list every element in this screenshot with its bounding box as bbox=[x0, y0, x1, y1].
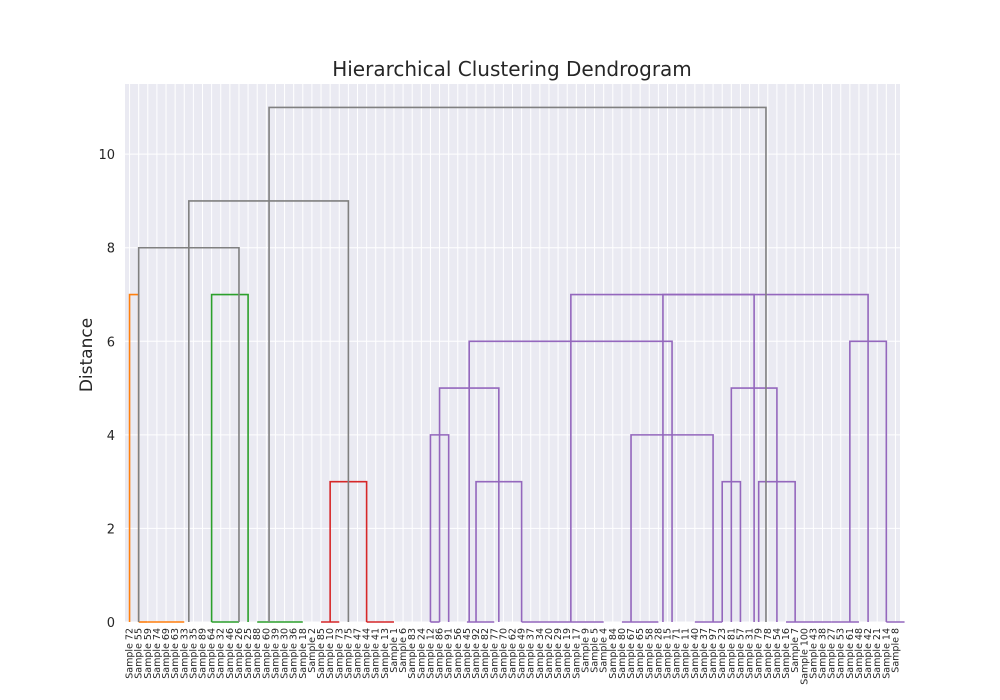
leaf-label: Sample 56 bbox=[453, 628, 464, 679]
leaf-label: Sample 89 bbox=[198, 628, 209, 679]
leaf-label: Sample 48 bbox=[854, 628, 865, 679]
chart-title: Hierarchical Clustering Dendrogram bbox=[332, 57, 692, 81]
leaf-label: Sample 60 bbox=[261, 628, 272, 679]
leaf-label: Sample 88 bbox=[252, 628, 263, 679]
leaf-label: Sample 27 bbox=[827, 628, 838, 679]
leaf-label: Sample 9 bbox=[580, 628, 591, 673]
leaf-label: Sample 85 bbox=[316, 628, 327, 679]
leaf-label: Sample 69 bbox=[161, 628, 172, 679]
leaf-label: Sample 23 bbox=[717, 628, 728, 679]
leaf-label: Sample 32 bbox=[216, 628, 227, 679]
dendrogram-link bbox=[210, 293, 249, 622]
leaf-label: Sample 25 bbox=[243, 628, 254, 679]
leaf-label: Sample 12 bbox=[425, 628, 436, 679]
leaf-label: Sample 40 bbox=[690, 628, 701, 679]
leaf-label: Sample 13 bbox=[380, 628, 391, 679]
leaf-label: Sample 26 bbox=[234, 628, 245, 679]
y-axis: 0 2 4 6 8 10 bbox=[98, 148, 115, 631]
leaf-label: Sample 81 bbox=[726, 628, 737, 679]
leaf-label: Sample 36 bbox=[289, 628, 300, 679]
leaf-label: Sample 20 bbox=[544, 628, 555, 679]
leaf-label: Sample 100 bbox=[799, 628, 810, 685]
leaf-label: Sample 17 bbox=[571, 628, 582, 679]
leaf-label: Sample 5 bbox=[590, 628, 601, 673]
y-tick-label: 0 bbox=[107, 616, 115, 631]
leaf-label: Sample 64 bbox=[207, 628, 218, 679]
leaf-label: Sample 4 bbox=[599, 628, 610, 673]
leaf-label: Sample 75 bbox=[343, 628, 354, 679]
leaf-label: Sample 46 bbox=[225, 628, 236, 679]
leaf-label: Sample 33 bbox=[179, 628, 190, 679]
leaf-label: Sample 57 bbox=[735, 628, 746, 679]
leaf-label: Sample 71 bbox=[672, 628, 683, 679]
leaf-label: Sample 6 bbox=[398, 628, 409, 673]
y-tick-label: 8 bbox=[107, 242, 115, 257]
leaf-label: Sample 97 bbox=[708, 628, 719, 679]
leaf-label: Sample 41 bbox=[371, 628, 382, 679]
leaf-label: Sample 11 bbox=[681, 628, 692, 679]
leaf-label: Sample 45 bbox=[462, 628, 473, 679]
leaf-label: Sample 74 bbox=[152, 628, 163, 679]
leaf-label: Sample 31 bbox=[745, 628, 756, 679]
leaf-label: Sample 54 bbox=[772, 628, 783, 679]
leaf-label: Sample 10 bbox=[325, 628, 336, 679]
leaf-label: Sample 82 bbox=[480, 628, 491, 679]
y-tick-label: 6 bbox=[107, 335, 115, 350]
leaf-label: Sample 78 bbox=[763, 628, 774, 679]
leaf-label: Sample 70 bbox=[498, 628, 509, 679]
leaf-label: Sample 28 bbox=[653, 628, 664, 679]
leaf-label: Sample 79 bbox=[754, 628, 765, 679]
leaf-label: Sample 43 bbox=[808, 628, 819, 679]
leaf-label: Sample 35 bbox=[188, 628, 199, 679]
leaf-label: Sample 8 bbox=[890, 628, 901, 673]
leaf-label: Sample 80 bbox=[617, 628, 628, 679]
y-tick-label: 4 bbox=[107, 429, 115, 444]
leaf-label: Sample 58 bbox=[644, 628, 655, 679]
leaf-label: Sample 86 bbox=[435, 628, 446, 679]
leaf-label: Sample 7 bbox=[790, 628, 801, 673]
leaf-label: Sample 91 bbox=[444, 628, 455, 679]
leaf-label: Sample 84 bbox=[608, 628, 619, 679]
y-axis-label: Distance bbox=[77, 318, 97, 392]
leaf-label: Sample 38 bbox=[818, 628, 829, 679]
leaf-label: Sample 24 bbox=[416, 628, 427, 679]
leaf-label: Sample 29 bbox=[553, 628, 564, 679]
leaf-label: Sample 16 bbox=[781, 628, 792, 679]
leaf-label: Sample 83 bbox=[407, 628, 418, 679]
leaf-label: Sample 37 bbox=[526, 628, 537, 679]
leaf-label: Sample 72 bbox=[125, 628, 136, 679]
leaf-label: Sample 77 bbox=[489, 628, 500, 679]
leaf-label: Sample 1 bbox=[389, 628, 400, 673]
leaf-label: Sample 34 bbox=[535, 628, 546, 679]
y-tick-label: 2 bbox=[107, 522, 115, 537]
leaf-label: Sample 92 bbox=[471, 628, 482, 679]
leaf-label: Sample 15 bbox=[663, 628, 674, 679]
leaf-label: Sample 63 bbox=[170, 628, 181, 679]
leaf-label: Sample 73 bbox=[334, 628, 345, 679]
leaf-label: Sample 55 bbox=[134, 628, 145, 679]
dendrogram-links bbox=[128, 106, 905, 623]
leaf-label: Sample 44 bbox=[362, 628, 373, 679]
y-tick-label: 10 bbox=[98, 148, 115, 163]
leaf-label: Sample 67 bbox=[626, 628, 637, 679]
dendrogram-link bbox=[268, 106, 767, 622]
leaf-label: Sample 65 bbox=[635, 628, 646, 679]
leaf-label: Sample 53 bbox=[836, 628, 847, 679]
leaf-label: Sample 62 bbox=[508, 628, 519, 679]
leaf-label: Sample 42 bbox=[863, 628, 874, 679]
leaf-label: Sample 18 bbox=[298, 628, 309, 679]
leaf-label: Sample 49 bbox=[517, 628, 528, 679]
leaf-label: Sample 30 bbox=[280, 628, 291, 679]
leaf-label: Sample 21 bbox=[872, 628, 883, 679]
leaf-label: Sample 61 bbox=[845, 628, 856, 679]
leaf-label: Sample 19 bbox=[562, 628, 573, 679]
leaf-label: Sample 39 bbox=[270, 628, 281, 679]
leaf-label: Sample 59 bbox=[143, 628, 154, 679]
leaf-label: Sample 37 bbox=[699, 628, 710, 679]
leaf-label: Sample 2 bbox=[307, 628, 318, 673]
leaf-label: Sample 47 bbox=[353, 628, 364, 679]
leaf-label: Sample 14 bbox=[881, 628, 892, 679]
